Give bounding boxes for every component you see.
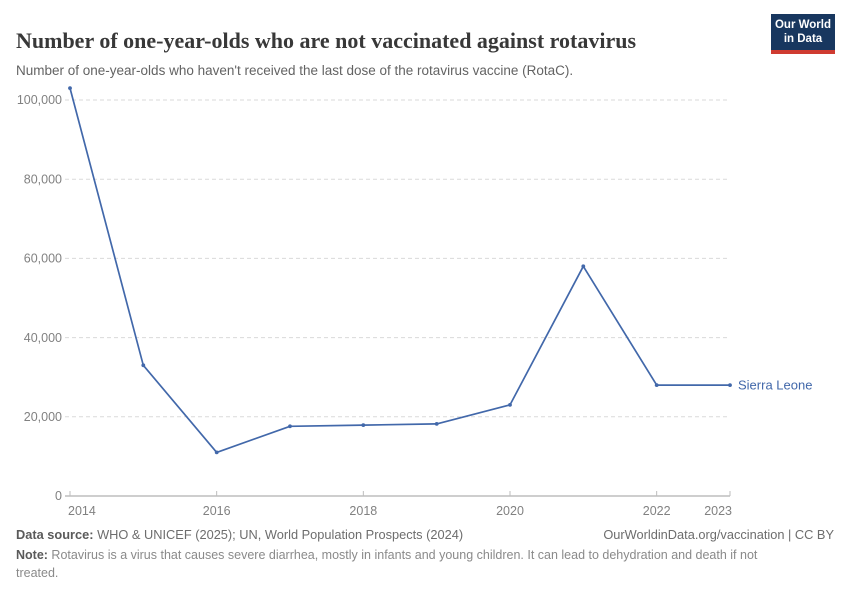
page-title: Number of one-year-olds who are not vacc… — [16, 27, 637, 53]
data-point — [728, 383, 732, 387]
note-text: Rotavirus is a virus that causes severe … — [16, 548, 758, 580]
y-axis-tick-label: 80,000 — [24, 172, 62, 186]
x-axis-tick-label: 2022 — [643, 504, 671, 518]
data-point — [508, 403, 512, 407]
page-subtitle: Number of one-year-olds who haven't rece… — [16, 62, 574, 78]
owid-logo: Our World in Data — [771, 14, 835, 55]
owid-logo-line2: in Data — [783, 32, 823, 45]
data-point — [434, 422, 439, 426]
data-source-text: WHO & UNICEF (2025); UN, World Populatio… — [93, 527, 464, 542]
x-axis-tick-label: 2023 — [704, 504, 732, 518]
owid-link[interactable]: OurWorldinData.org/vaccination | CC BY — [603, 527, 834, 542]
data-source-label: Data source: — [16, 527, 94, 542]
chart-note: Note: Rotavirus is a virus that causes s… — [16, 547, 798, 582]
chart-footer: Data source: WHO & UNICEF (2025); UN, Wo… — [16, 527, 834, 582]
x-axis-tick-label: 2020 — [496, 504, 524, 518]
note-label: Note: — [16, 548, 48, 562]
data-point — [68, 86, 72, 90]
owid-logo-line1: Our World — [774, 19, 831, 31]
line-chart: 0 20,000 40,000 60,000 80,000 100,000 2014 2016… — [17, 86, 812, 518]
data-point — [654, 383, 659, 387]
data-point — [288, 424, 292, 429]
data-source: Data source: WHO & UNICEF (2025); UN, Wo… — [16, 527, 463, 542]
y-axis-tick-label: 0 — [55, 489, 62, 503]
data-point — [214, 450, 219, 455]
y-axis-tick-label: 40,000 — [24, 331, 62, 345]
x-axis-tick-label: 2014 — [68, 504, 96, 518]
y-axis-tick-label: 60,000 — [24, 252, 62, 266]
series-line — [69, 87, 731, 454]
data-point — [361, 423, 366, 427]
data-point — [141, 363, 146, 368]
x-axis-tick-label: 2016 — [203, 504, 231, 518]
x-axis-tick-label: 2018 — [349, 504, 377, 518]
y-axis-tick-label: 100,000 — [17, 93, 62, 107]
data-point — [581, 264, 586, 269]
y-axis-tick-label: 20,000 — [24, 410, 62, 424]
series-end-label[interactable]: Sierra Leone — [738, 378, 812, 393]
